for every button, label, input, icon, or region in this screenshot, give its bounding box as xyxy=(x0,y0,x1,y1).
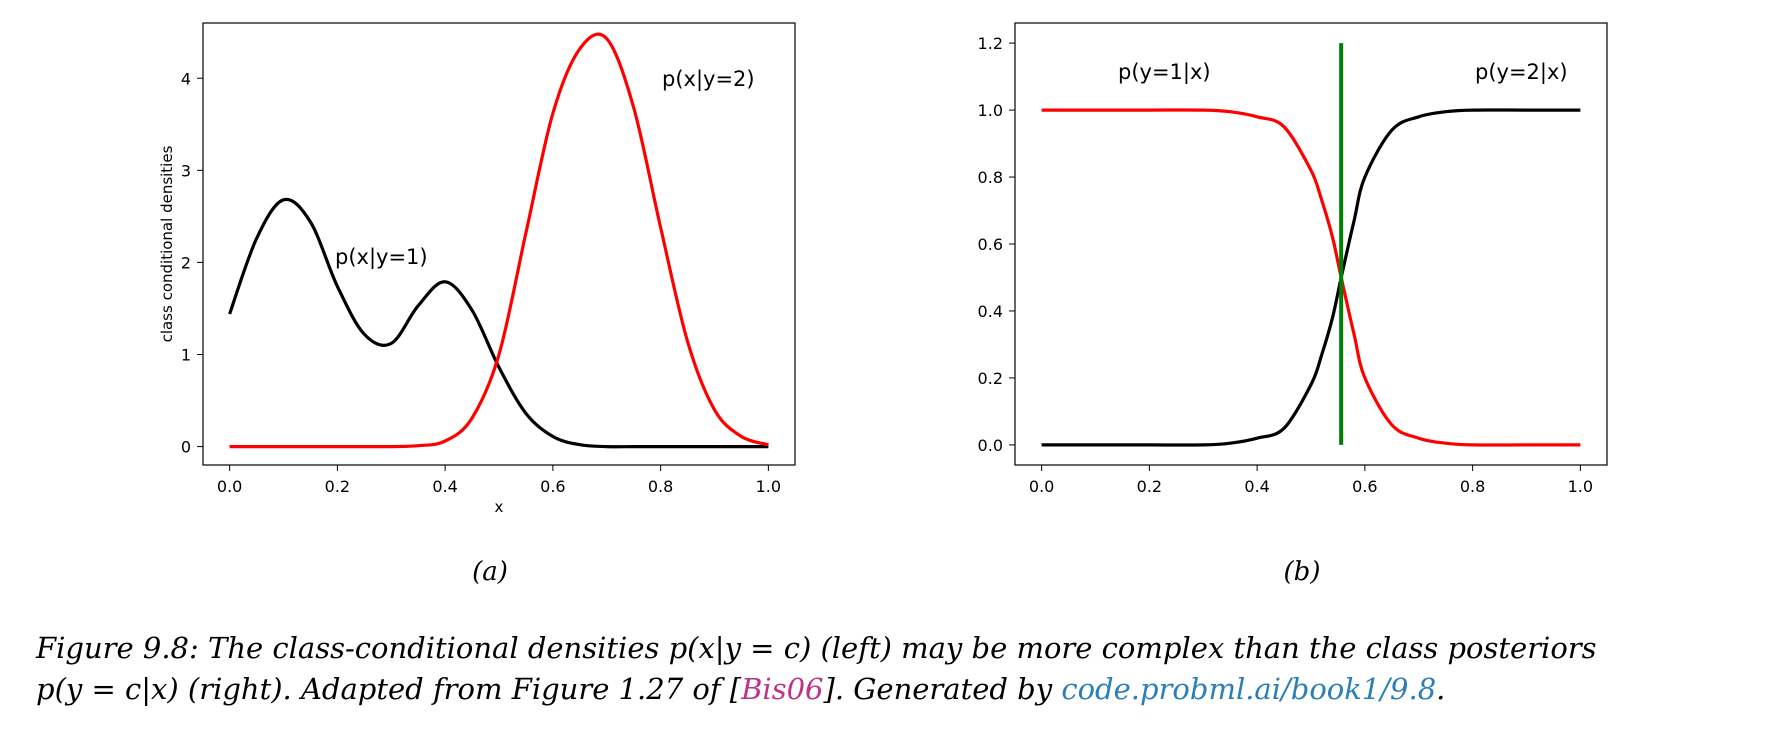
panel-a-label: (a) xyxy=(472,557,508,587)
panel-b-x-tick-label: 0.6 xyxy=(1352,477,1377,496)
panel-b-y-tick-label: 0.2 xyxy=(978,369,1003,388)
caption-line-1: Figure 9.8: The class-conditional densit… xyxy=(36,631,1597,665)
panel-b-x-tick-label: 0.8 xyxy=(1460,477,1485,496)
panel-b-y-tick-label: 0.4 xyxy=(978,302,1003,321)
panel-a-x-axis-label: x xyxy=(495,498,504,516)
panel-b-y-tick-label: 0.0 xyxy=(978,436,1003,455)
panel-a-plot-frame xyxy=(202,22,796,466)
panel-a-y-tick-label: 3 xyxy=(181,161,191,180)
panel-a-series-2-line xyxy=(229,32,769,449)
panel-b-label: (b) xyxy=(1284,557,1321,587)
panel-b-y-tick-label: 1.2 xyxy=(978,34,1003,53)
panel-a-x-tick-label: 0.6 xyxy=(540,477,565,496)
panel-a-x-tick-label: 1.0 xyxy=(756,477,781,496)
panel-a-x-tick-label: 0.2 xyxy=(325,477,350,496)
caption-text-a: p(y = c|x) (right). Adapted from Figure … xyxy=(36,672,742,706)
panel-a-y-tick-label: 1 xyxy=(181,346,191,365)
panel-a-series-1-line xyxy=(228,197,769,449)
panel-a-annotation-2: p(x|y=2) xyxy=(662,67,755,92)
caption-text-b: ]. Generated by xyxy=(823,672,1062,706)
panel-b-annotation-2: p(y=2|x) xyxy=(1475,60,1568,85)
panel-b-chart: 0.0 0.2 0.4 0.6 0.8 1.00.00.20.40.60.81.01.2 … xyxy=(978,22,1608,587)
panel-b-annotation-1: p(y=1|x) xyxy=(1118,60,1211,85)
panel-a-y-tick-label: 2 xyxy=(181,253,191,272)
panel-a-annotation-1: p(x|y=1) xyxy=(335,245,428,270)
panel-b-y-tick-label: 0.8 xyxy=(978,168,1003,187)
panel-b-x-tick-label: 0.0 xyxy=(1029,477,1054,496)
figure-caption: Figure 9.8: The class-conditional densit… xyxy=(36,628,1766,710)
panel-b-series-1-line xyxy=(1041,108,1581,447)
panel-a-chart: 0.0 0.2 0.4 0.6 0.8 1.0 0 1 2 3 4 p(x|y=1) p(x|y=2… xyxy=(158,22,796,587)
panel-b-series-2-line xyxy=(1041,108,1581,447)
panel-b-x-tick-label: 0.4 xyxy=(1244,477,1269,496)
panel-b-plot-frame xyxy=(1014,22,1608,466)
code-link[interactable]: code.probml.ai/book1/9.8 xyxy=(1061,672,1437,706)
caption-text-c: . xyxy=(1436,672,1446,706)
panel-a-y-tick-label: 0 xyxy=(181,438,191,457)
caption-line-2: p(y = c|x) (right). Adapted from Figure … xyxy=(36,669,1766,710)
panel-a-y-tick-label: 4 xyxy=(181,69,191,88)
panel-a-x-tick-label: 0.4 xyxy=(432,477,457,496)
panel-b-y-tick-label: 0.6 xyxy=(978,235,1003,254)
panel-a-y-axis-label: class conditional densities xyxy=(158,145,176,342)
panel-a-x-tick-label: 0.8 xyxy=(648,477,673,496)
panel-a-x-tick-label: 0.0 xyxy=(217,477,242,496)
citation-link[interactable]: Bis06 xyxy=(741,672,824,706)
panel-b-y-tick-label: 1.0 xyxy=(978,101,1003,120)
panel-b-x-tick-label: 1.0 xyxy=(1568,477,1593,496)
panel-b-x-tick-label: 0.2 xyxy=(1137,477,1162,496)
